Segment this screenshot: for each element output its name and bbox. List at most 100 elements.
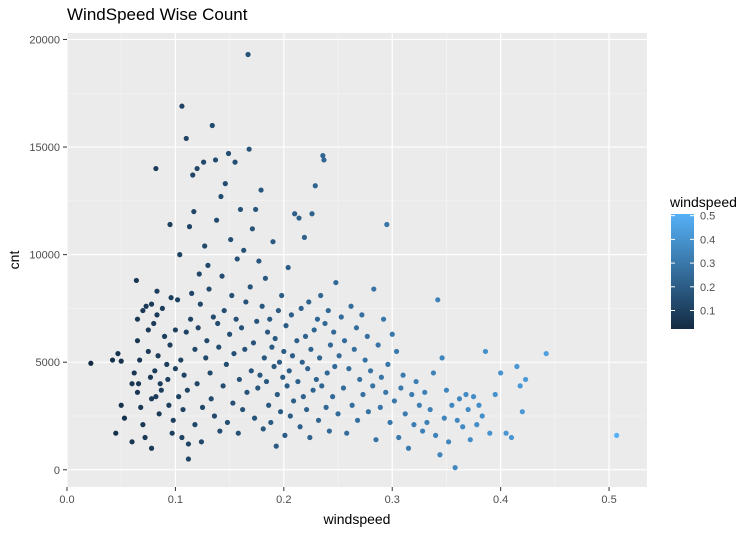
point-layer: [88, 51, 620, 471]
scatter-point: [326, 428, 332, 434]
scatter-point: [234, 256, 240, 262]
scatter-point: [430, 370, 437, 376]
scatter-point: [214, 217, 220, 223]
scatter-point: [280, 374, 286, 380]
scatter-point: [227, 331, 233, 337]
scatter-point: [198, 439, 205, 445]
scatter-point: [437, 452, 443, 458]
scatter-point: [155, 353, 161, 359]
scatter-point: [287, 413, 293, 419]
legend-ticks: 0.1 0.2 0.3 0.4 0.5: [671, 211, 715, 318]
scatter-point: [235, 430, 241, 436]
scatter-point: [131, 370, 137, 376]
legend-tick-label: 0.3: [700, 258, 715, 270]
scatter-point: [387, 419, 393, 426]
scatter-point: [283, 323, 289, 329]
scatter-point: [145, 348, 151, 355]
x-tick-label: 0.5: [601, 494, 616, 506]
scatter-point: [170, 417, 176, 423]
scatter-point: [262, 275, 268, 281]
scatter-point: [303, 406, 310, 413]
scatter-point: [147, 374, 154, 380]
scatter-point: [517, 383, 523, 389]
y-tick-label: 0: [54, 465, 60, 477]
scatter-point: [247, 284, 253, 290]
scatter-point: [479, 413, 485, 419]
scatter-point: [290, 398, 297, 404]
chart-title: WindSpeed Wise Count: [67, 5, 248, 24]
scatter-point: [174, 297, 181, 303]
scatter-point: [118, 358, 124, 364]
scatter-point: [419, 428, 426, 434]
scatter-point: [253, 206, 259, 213]
scatter-point: [270, 239, 276, 245]
scatter-point: [476, 402, 482, 408]
scatter-point: [153, 165, 159, 172]
scatter-point: [482, 348, 489, 355]
scatter-point: [257, 372, 263, 378]
scatter-point: [324, 370, 330, 376]
scatter-point: [254, 318, 260, 324]
scatter-point: [301, 234, 308, 241]
scatter-point: [487, 430, 493, 436]
scatter-point: [179, 103, 185, 109]
scatter-point: [260, 426, 266, 432]
scatter-point: [279, 292, 285, 299]
scatter-point: [365, 409, 371, 415]
scatter-point: [183, 329, 189, 335]
scatter-point: [271, 363, 277, 370]
scatter-point: [207, 370, 213, 376]
y-tick-label: 5000: [36, 357, 60, 369]
scatter-point: [152, 368, 158, 374]
scatter-point: [140, 307, 146, 314]
scatter-point: [197, 301, 203, 307]
scatter-point: [348, 303, 354, 309]
scatter-point: [439, 355, 445, 361]
scatter-point: [331, 329, 337, 335]
x-tick-label: 0.1: [168, 494, 183, 506]
scatter-point: [359, 312, 365, 318]
scatter-point: [206, 286, 212, 292]
scatter-point: [443, 387, 450, 393]
scatter-point: [219, 273, 225, 279]
scatter-point: [297, 424, 303, 430]
scatter-point: [519, 409, 525, 415]
scatter-point: [371, 286, 377, 292]
scatter-point: [153, 394, 159, 400]
scatter-point: [310, 387, 316, 393]
scatter-point: [192, 422, 198, 428]
scatter-point: [377, 404, 383, 410]
scatter-point: [158, 387, 164, 393]
scatter-point: [281, 348, 287, 355]
scatter-point: [186, 224, 193, 230]
scatter-point: [222, 181, 228, 187]
scatter-point: [274, 391, 280, 398]
scatter-point: [255, 385, 261, 391]
scatter-point: [167, 221, 173, 228]
scatter-point: [335, 411, 341, 417]
scatter-point: [452, 465, 458, 471]
scatter-point: [185, 456, 192, 462]
scatter-point: [250, 340, 257, 346]
scatter-point: [272, 335, 278, 342]
scatter-point: [325, 307, 331, 314]
scatter-point: [168, 295, 174, 301]
scatter-point: [364, 333, 370, 339]
scatter-point: [220, 383, 226, 389]
scatter-point: [142, 434, 148, 441]
scatter-point: [261, 355, 267, 361]
scatter-point: [282, 432, 288, 438]
scatter-point: [315, 417, 322, 423]
scatter-point: [498, 370, 504, 376]
scatter-point: [246, 146, 252, 152]
scatter-point: [194, 381, 200, 387]
scatter-point: [209, 122, 215, 129]
scatter-point: [378, 374, 384, 380]
color-legend: windspeed 0.1 0.2 0.3 0.4 0.5: [669, 194, 737, 329]
scatter-point: [233, 316, 239, 322]
scatter-point: [195, 325, 201, 331]
scatter-point: [118, 402, 124, 408]
scatter-point: [194, 165, 200, 172]
scatter-point: [367, 368, 374, 374]
